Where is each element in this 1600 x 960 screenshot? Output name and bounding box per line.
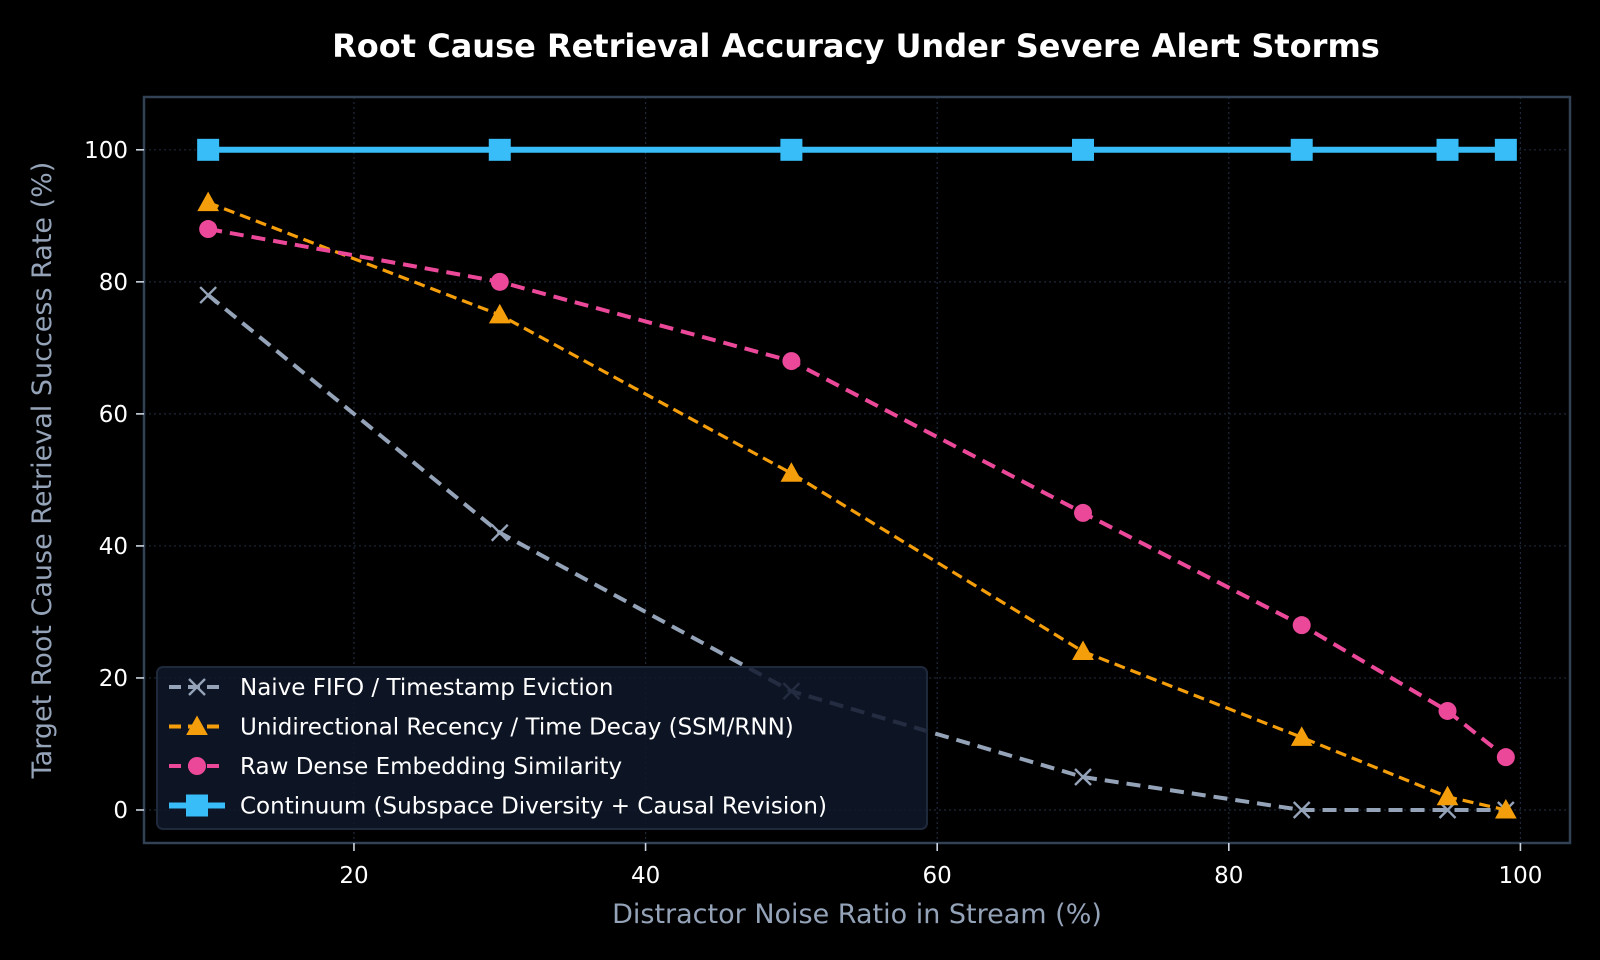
legend-box: [156, 666, 928, 830]
legend-marker: [188, 678, 206, 696]
data-point: [780, 138, 803, 161]
data-point: [1072, 640, 1094, 661]
legend-label: Naive FIFO / Timestamp Eviction: [240, 675, 613, 701]
x-tick-label: 20: [339, 863, 368, 889]
legend-marker: [188, 757, 206, 775]
data-point: [780, 462, 803, 482]
data-point: [197, 138, 220, 161]
series-group: [199, 220, 1515, 767]
data-point: [1436, 138, 1459, 161]
series-lines: [197, 138, 1517, 819]
data-point: [1074, 503, 1093, 522]
data-point: [1292, 616, 1311, 635]
data-point: [197, 191, 220, 212]
data-point: [1494, 138, 1517, 161]
data-point: [490, 523, 509, 542]
data-point: [1290, 726, 1313, 746]
data-point: [488, 138, 511, 161]
y-tick-label: 0: [113, 798, 128, 824]
data-point: [490, 272, 509, 291]
data-point: [488, 303, 511, 324]
data-point: [1496, 748, 1515, 767]
y-tick-label: 80: [99, 270, 128, 296]
data-point: [1290, 138, 1313, 161]
series-group: [197, 138, 1517, 161]
legend-label: Raw Dense Embedding Similarity: [240, 754, 622, 780]
data-point: [1074, 768, 1092, 786]
legend-marker: [186, 715, 208, 735]
data-point: [1072, 138, 1095, 161]
plot-area-frame: [142, 95, 1572, 845]
data-point: [1292, 801, 1311, 819]
data-point: [199, 220, 218, 239]
legend-marker: [186, 794, 208, 817]
x-tick-label: 100: [1498, 863, 1542, 889]
x-tick-label: 80: [1214, 863, 1243, 889]
legend-label: Unidirectional Recency / Time Decay (SSM…: [240, 715, 794, 741]
y-axis-label: Target Root Cause Retrieval Success Rate…: [27, 162, 58, 780]
x-tick-label: 60: [923, 863, 952, 889]
y-tick-label: 40: [99, 534, 128, 560]
x-tick-label: 40: [631, 863, 660, 889]
data-point: [199, 286, 218, 304]
data-point: [1436, 785, 1459, 806]
x-axis-label: Distractor Noise Ratio in Stream (%): [612, 899, 1102, 930]
series-group: [197, 191, 1517, 819]
legend-label: Continuum (Subspace Diversity + Causal R…: [240, 794, 827, 820]
legend: Naive FIFO / Timestamp Eviction Unidirect…: [156, 666, 928, 830]
y-tick-label: 60: [99, 402, 128, 428]
data-point: [782, 352, 801, 371]
data-point: [1494, 798, 1517, 819]
y-tick-label: 100: [84, 138, 128, 164]
y-axis-ticks: 0 20 40 60 80 100: [84, 138, 144, 824]
y-tick-label: 20: [99, 666, 128, 692]
data-point: [1438, 701, 1457, 720]
chart-title: Root Cause Retrieval Accuracy Under Seve…: [332, 27, 1380, 65]
x-axis-ticks: 20 40 60 80 100: [339, 843, 1542, 889]
